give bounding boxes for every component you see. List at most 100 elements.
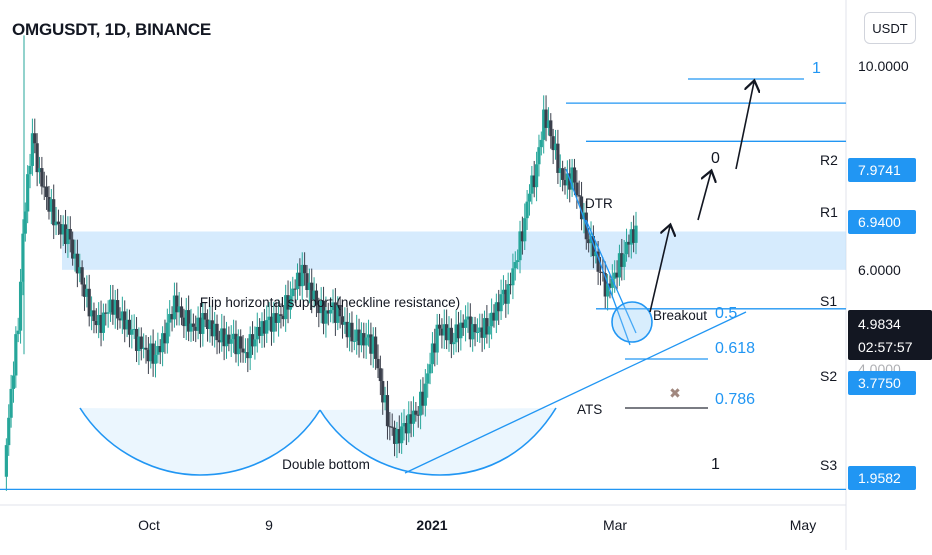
candle-body xyxy=(596,251,600,272)
fib-0618-label: 0.618 xyxy=(715,340,755,357)
candle-body xyxy=(94,321,98,326)
candle-body xyxy=(198,317,203,334)
candle-body xyxy=(220,328,224,343)
price-label-s3-text: 1.9582 xyxy=(858,470,901,486)
price-label-r2-text: 7.9741 xyxy=(858,162,901,178)
candle-body xyxy=(428,364,432,374)
price-label-current-text: 4.9834 xyxy=(858,316,901,332)
candle-body xyxy=(243,352,248,354)
candle-body xyxy=(343,321,347,325)
candle-body xyxy=(291,288,295,297)
candle-body xyxy=(601,272,605,274)
candle-body xyxy=(45,186,49,198)
candle-body xyxy=(551,136,555,151)
candle-body xyxy=(437,324,442,329)
rounded-bottom-arc[interactable] xyxy=(319,407,557,476)
candle-body xyxy=(563,179,567,186)
candle-body xyxy=(63,224,68,245)
candle-body xyxy=(125,319,129,330)
candle-body xyxy=(80,267,84,285)
candle-body xyxy=(61,224,65,235)
candle-body xyxy=(49,199,53,212)
candle-body xyxy=(288,296,293,310)
candle-body xyxy=(449,327,453,345)
candle-body xyxy=(255,326,259,340)
fib-1-bottom-label: 1 xyxy=(711,456,720,473)
double-bottom-arc[interactable] xyxy=(79,407,321,476)
candle-body xyxy=(411,410,416,424)
candle-body xyxy=(537,147,541,165)
price-label-s2-text: 3.7750 xyxy=(858,375,901,391)
candle-body xyxy=(414,410,418,415)
candle-body xyxy=(544,109,548,128)
candle-body xyxy=(506,284,510,304)
candle-body xyxy=(553,143,558,151)
descending-trendline[interactable] xyxy=(565,168,631,346)
candle-body xyxy=(487,326,491,335)
candle-body xyxy=(433,343,437,353)
candle-body xyxy=(123,311,127,330)
candle-body xyxy=(276,314,281,323)
candle-body xyxy=(397,429,401,444)
candle-body xyxy=(42,186,46,188)
price-label-r2[interactable]: 7.9741 xyxy=(848,158,916,182)
candle-body xyxy=(513,262,517,269)
breakout-annotation: Breakout xyxy=(653,308,707,323)
candle-body xyxy=(116,300,120,319)
candle-body xyxy=(82,284,87,297)
candle-body xyxy=(281,315,285,320)
candle-body xyxy=(359,333,364,346)
currency-button[interactable]: USDT xyxy=(864,12,916,44)
candle-body xyxy=(153,354,158,364)
candle-body xyxy=(260,321,264,336)
candle-body xyxy=(151,343,155,364)
candle-body xyxy=(447,327,451,341)
candle-body xyxy=(374,336,378,359)
price-label-r1[interactable]: 6.9400 xyxy=(848,210,916,234)
candle-body xyxy=(523,218,527,242)
candle-body xyxy=(561,168,565,180)
candle-body xyxy=(598,271,603,273)
candle-body xyxy=(317,304,321,314)
descending-trendline-2[interactable] xyxy=(585,219,637,334)
candle-body xyxy=(163,333,167,344)
candle-body xyxy=(30,133,35,166)
candle-body xyxy=(530,175,534,194)
s1-label: S1 xyxy=(820,293,837,309)
breakout-circle[interactable] xyxy=(611,301,653,343)
price-label-current[interactable]: 4.9834 02:57:57 xyxy=(848,310,932,360)
candle-body xyxy=(85,288,89,297)
candle-body xyxy=(452,342,456,345)
candle-body xyxy=(239,336,243,349)
candle-body xyxy=(56,221,61,225)
candle-body xyxy=(146,349,150,362)
candle-body xyxy=(142,347,146,350)
candle-body xyxy=(274,313,278,323)
candle-body xyxy=(383,395,387,403)
candle-body xyxy=(426,373,430,384)
candle-body xyxy=(227,334,231,344)
candle-body xyxy=(608,283,612,288)
candle-body xyxy=(18,281,23,331)
price-label-s3[interactable]: 1.9582 xyxy=(848,466,916,490)
ascending-trendline[interactable] xyxy=(404,311,747,474)
candle-body xyxy=(508,284,513,286)
price-label-r2-bg xyxy=(848,158,916,182)
candle-body xyxy=(355,329,359,341)
candle-body xyxy=(525,201,529,219)
candle-body xyxy=(232,333,236,340)
candle-body xyxy=(314,290,319,305)
candle-body xyxy=(87,288,91,317)
candle-body xyxy=(549,120,553,137)
candle-body xyxy=(568,173,572,190)
candle-body xyxy=(350,322,354,342)
candle-body xyxy=(395,429,399,444)
candle-body xyxy=(605,283,610,297)
price-label-s2[interactable]: 3.7750 xyxy=(848,371,916,395)
candle-body xyxy=(307,282,311,291)
candle-body xyxy=(407,414,411,434)
candle-body xyxy=(99,314,103,333)
candle-body xyxy=(518,231,522,261)
